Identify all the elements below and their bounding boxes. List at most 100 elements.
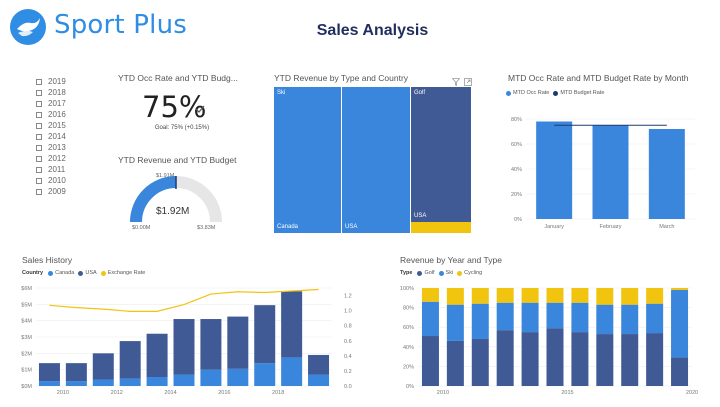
checkbox-icon[interactable]: [36, 144, 42, 151]
bar-usa-2016: [227, 316, 249, 369]
bar-canada-2013: [146, 377, 168, 386]
checkbox-icon[interactable]: [36, 177, 42, 184]
year-slicer-item-2019[interactable]: 2019: [36, 76, 96, 87]
bar-golf-2010: [446, 340, 464, 386]
mtd-chart-title: MTD Occ Rate and MTD Budget Rate by Mont…: [508, 73, 689, 83]
bar-golf-2014: [546, 328, 564, 386]
filter-icon[interactable]: [451, 73, 461, 91]
x-tick-label: February: [599, 224, 621, 230]
bar-cycling-2017: [621, 288, 639, 305]
bar-cycling-2010: [446, 288, 464, 305]
bar-usa-2012: [119, 341, 141, 379]
bar-mtd-occ-february: [592, 125, 629, 219]
year-slicer-label: 2014: [48, 132, 66, 141]
x-tick-label: 2014: [164, 390, 176, 396]
year-slicer-item-2017[interactable]: 2017: [36, 98, 96, 109]
mtd-legend-occ: MTD Occ Rate: [513, 90, 550, 96]
year-slicer-item-2012[interactable]: 2012: [36, 153, 96, 164]
focus-mode-icon[interactable]: [464, 73, 472, 91]
year-slicer-label: 2012: [48, 154, 66, 163]
year-slicer-item-2013[interactable]: 2013: [36, 142, 96, 153]
line-exchange-rate: [49, 288, 319, 312]
checkbox-icon[interactable]: [36, 155, 42, 162]
year-slicer-item-2018[interactable]: 2018: [36, 87, 96, 98]
bar-usa-2013: [146, 333, 168, 378]
bar-usa-2011: [92, 353, 114, 380]
bar-ski-2017: [621, 304, 639, 335]
bar-cycling-2014: [546, 288, 564, 303]
bar-canada-2015: [200, 369, 222, 386]
y-tick-label: $0M: [21, 384, 32, 390]
x-tick-label: 2010: [57, 390, 69, 396]
checkbox-icon[interactable]: [36, 166, 42, 173]
page-title: Sales Analysis: [316, 22, 429, 39]
bar-canada-2009: [38, 381, 60, 386]
y-tick-label: 80%: [403, 306, 414, 312]
y2-tick-label: 1.0: [344, 309, 352, 315]
year-slicer-item-2015[interactable]: 2015: [36, 120, 96, 131]
y-tick-label: 60%: [511, 142, 522, 148]
checkbox-icon[interactable]: [36, 78, 42, 85]
revenue-legend-cycling: Cycling: [464, 270, 483, 276]
bar-canada-2018: [281, 357, 303, 386]
checkbox-icon[interactable]: [36, 188, 42, 195]
revenue-type-title: Revenue by Year and Type: [400, 255, 502, 265]
x-tick-label: 2012: [111, 390, 123, 396]
year-slicer-label: 2017: [48, 99, 66, 108]
gauge-min-label: $0.00M: [132, 225, 151, 231]
bar-ski-2012: [496, 302, 514, 331]
revenue-legend-title: Type: [400, 270, 413, 276]
year-slicer-item-2011[interactable]: 2011: [36, 164, 96, 175]
gauge-target-label: $1.91M: [156, 173, 175, 179]
y2-tick-label: 0.8: [344, 324, 352, 330]
mtd-legend-dot-occ: [506, 90, 511, 96]
y-tick-label: 0%: [514, 217, 522, 223]
revenue-legend-dot-cycling: [457, 270, 463, 276]
treemap-cycling[interactable]: [410, 222, 471, 233]
gauge-max-label: $3.83M: [197, 225, 216, 231]
checkbox-icon[interactable]: [36, 122, 42, 129]
bar-usa-2009: [38, 363, 60, 382]
bar-cycling-2016: [596, 288, 614, 305]
kpi-goal: Goal: 75% (+0.15%): [154, 125, 210, 131]
checkbox-icon[interactable]: [36, 89, 42, 96]
revenue-by-year-type-chart: 0% 20% 40% 60% 80% 100% 2010 2015 2020: [400, 286, 698, 396]
bar-golf-2016: [596, 334, 614, 386]
bar-golf-2009: [421, 336, 439, 386]
revenue-legend-dot-golf: [417, 270, 423, 276]
revenue-legend-dot-ski: [438, 270, 444, 276]
kpi-title: YTD Occ Rate and YTD Budg...: [118, 73, 238, 83]
year-slicer-item-2010[interactable]: 2010: [36, 175, 96, 186]
bar-cycling-2011: [471, 288, 489, 304]
bar-ski-2016: [596, 304, 614, 335]
sales-legend-exchange: Exchange Rate: [107, 270, 146, 276]
bar-ski-2009: [421, 301, 439, 337]
treemap-golf-usa[interactable]: Golf USA: [410, 87, 471, 222]
year-slicer-label: 2018: [48, 88, 66, 97]
treemap-ski-usa-label: USA: [345, 224, 358, 230]
gauge-chart: [130, 176, 222, 223]
treemap-canada-label: Canada: [277, 224, 299, 230]
year-slicer-item-2009[interactable]: 2009: [36, 186, 96, 197]
treemap-ski-canada[interactable]: Ski Canada: [274, 87, 342, 233]
sales-history-legend: Country Canada USA Exchange Rate: [22, 270, 145, 276]
y-tick-label: 60%: [403, 325, 414, 331]
treemap-ski-usa[interactable]: USA: [342, 87, 410, 233]
year-slicer-label: 2019: [48, 77, 66, 86]
gauge-title: YTD Revenue and YTD Budget: [118, 155, 237, 165]
y-tick-label: $4M: [21, 319, 32, 325]
bar-usa-2018: [281, 291, 303, 358]
year-slicer-item-2014[interactable]: 2014: [36, 131, 96, 142]
checkbox-icon[interactable]: [36, 133, 42, 140]
checkbox-icon[interactable]: [36, 111, 42, 118]
mtd-chart: 0% 20% 40% 60% 80% January February March: [511, 117, 695, 230]
year-slicer-label: 2015: [48, 121, 66, 130]
bar-usa-2017: [254, 305, 276, 364]
kpi-value: 75%: [142, 90, 207, 124]
bar-golf-2018: [646, 333, 664, 386]
year-slicer-item-2016[interactable]: 2016: [36, 109, 96, 120]
x-tick-label: March: [659, 224, 674, 230]
checkbox-icon[interactable]: [36, 100, 42, 107]
bar-golf-2017: [621, 334, 639, 386]
y-tick-label: 40%: [511, 167, 522, 173]
